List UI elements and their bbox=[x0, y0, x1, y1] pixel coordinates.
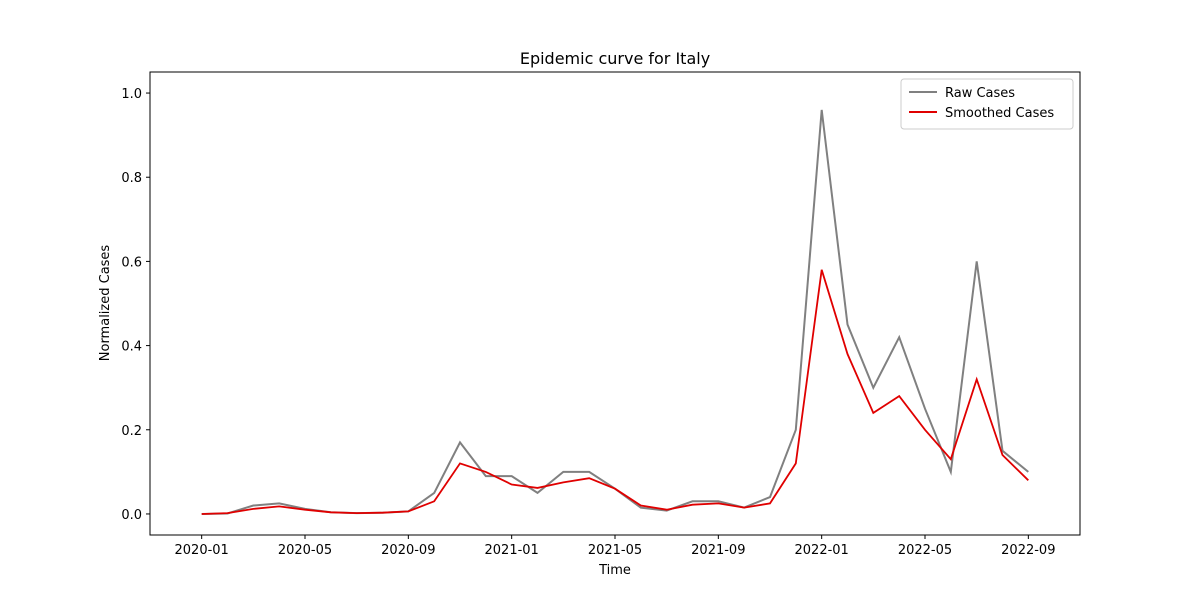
x-tick-label: 2022-05 bbox=[898, 543, 952, 558]
x-tick-label: 2020-05 bbox=[278, 543, 332, 558]
y-tick-label: 0.4 bbox=[121, 340, 142, 355]
plot-frame bbox=[149, 71, 1081, 536]
y-tick-label: 1.0 bbox=[121, 87, 142, 102]
data-line bbox=[201, 269, 1029, 515]
y-tick-label: 0.8 bbox=[121, 171, 142, 186]
x-tick-label: 2021-09 bbox=[691, 543, 745, 558]
chart-title: Epidemic curve for Italy bbox=[520, 49, 710, 68]
x-tick-label: 2020-09 bbox=[381, 543, 435, 558]
y-tick-label: 0.2 bbox=[121, 424, 142, 439]
data-line bbox=[201, 109, 1029, 515]
x-tick-label: 2022-01 bbox=[795, 543, 849, 558]
x-axis-label: Time bbox=[598, 563, 631, 578]
x-tick-label: 2021-01 bbox=[485, 543, 539, 558]
legend-label: Smoothed Cases bbox=[945, 106, 1054, 121]
y-axis-label: Normalized Cases bbox=[98, 245, 113, 362]
x-tick-label: 2022-09 bbox=[1001, 543, 1055, 558]
y-tick-label: 0.0 bbox=[121, 508, 142, 523]
legend-box bbox=[900, 78, 1074, 130]
legend-label: Raw Cases bbox=[945, 86, 1015, 101]
x-tick-label: 2021-05 bbox=[588, 543, 642, 558]
x-tick-label: 2020-01 bbox=[175, 543, 229, 558]
y-tick-label: 0.6 bbox=[121, 255, 142, 270]
